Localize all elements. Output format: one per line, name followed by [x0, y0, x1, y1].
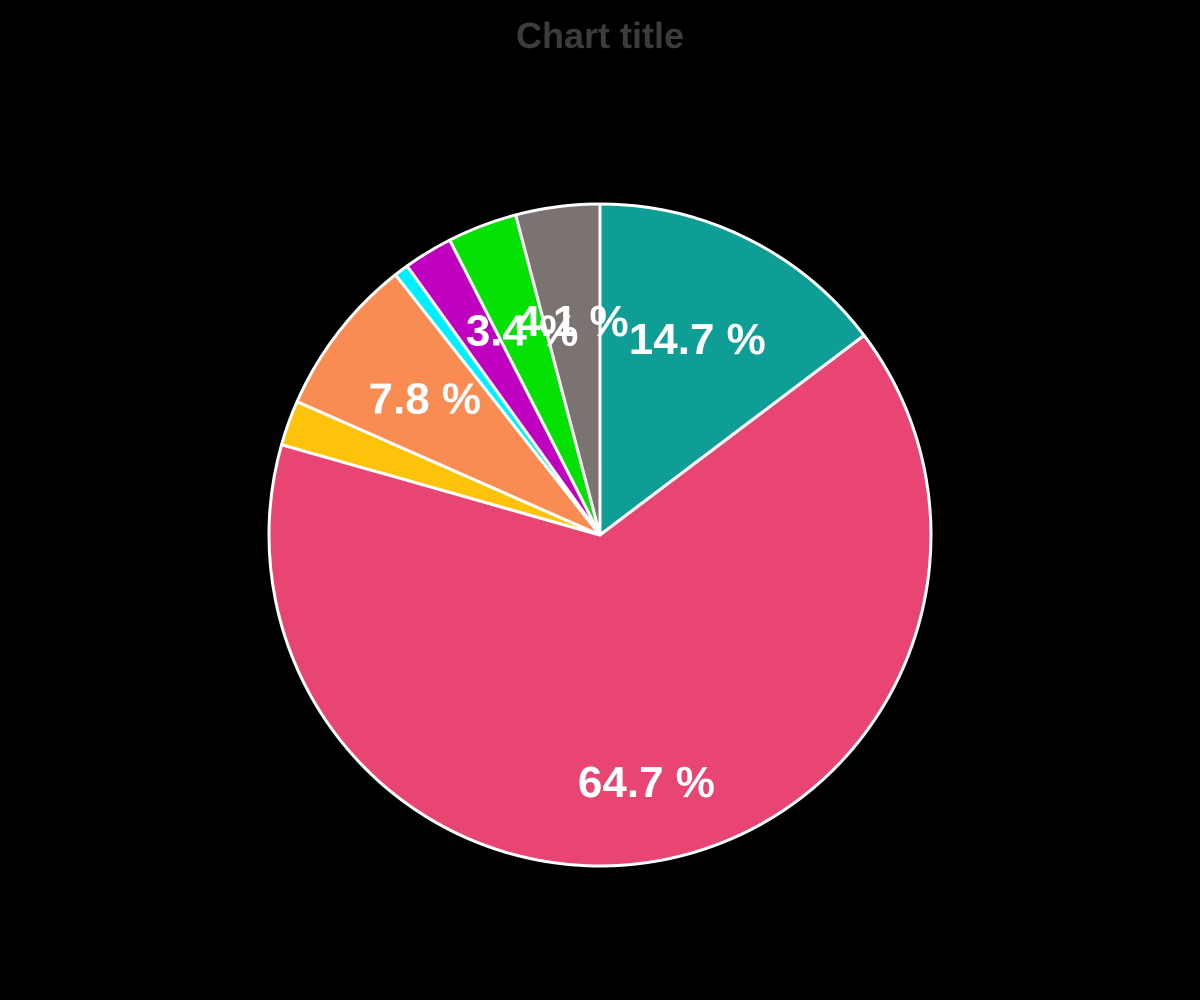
pie-slices-group: [267, 202, 933, 868]
pie-slice-0: [598, 202, 866, 537]
pie-slice-7: [514, 202, 602, 537]
pie-slice-label-0: 14.7 %: [629, 315, 766, 364]
pie-slice-label-6: 3.4 %: [466, 306, 579, 355]
pie-slice-label-3: 7.8 %: [369, 375, 482, 424]
pie-labels-group: 14.7 % 64.7 % 7.8 % 3.4 %4.1 %: [369, 297, 766, 807]
pie-slice-3: [295, 273, 602, 537]
pie-slice-label-7: 4.1 %: [516, 297, 629, 346]
pie-slice-1: [267, 333, 933, 868]
chart-title: Chart title: [516, 15, 684, 56]
pie-slice-label-1: 64.7 %: [578, 758, 715, 807]
